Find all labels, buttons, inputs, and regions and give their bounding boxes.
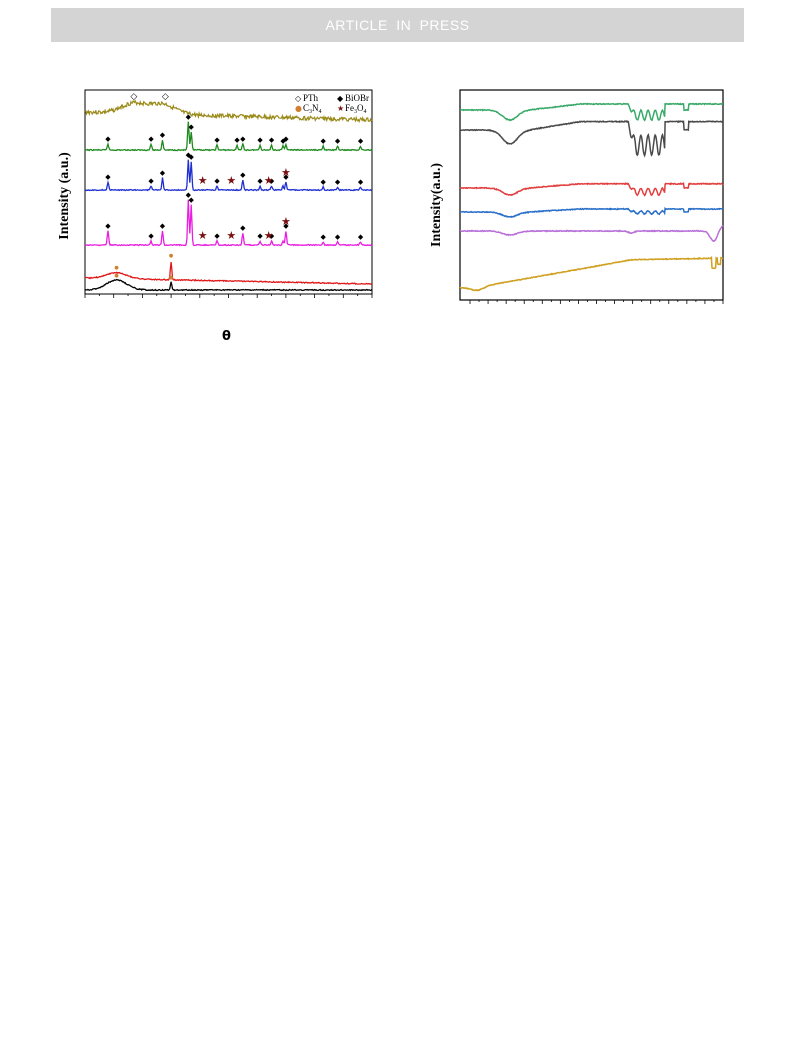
xrd-legend-marker: ● xyxy=(295,104,302,113)
xrd-peak-marker: ◆ xyxy=(240,135,246,143)
xrd-peak-marker: ◆ xyxy=(186,151,192,159)
xrd-peak-marker: ◆ xyxy=(186,113,192,121)
xrd-series-line-black xyxy=(84,278,373,292)
xrd-legend-marker: ◇ xyxy=(295,94,302,103)
ftir-plot-frame xyxy=(459,89,724,301)
xrd-peak-marker: ◆ xyxy=(148,177,154,185)
xrd-peak-marker: ◆ xyxy=(188,196,194,204)
xrd-peak-marker: ★ xyxy=(281,215,291,228)
xrd-legend-label: PTh xyxy=(303,93,319,103)
xrd-peak-marker: ◆ xyxy=(269,177,275,185)
xrd-series-line-green xyxy=(84,121,373,152)
xrd-peak-marker: ◆ xyxy=(105,222,111,230)
xrd-series-line-blue xyxy=(84,159,373,192)
ftir-series-line-ftir_gray xyxy=(459,120,724,158)
xrd-peak-marker: ◆ xyxy=(160,131,166,139)
xrd-peak-marker: ◆ xyxy=(358,178,364,186)
ftir-series-line-ftir_gold xyxy=(459,255,724,292)
xrd-peak-marker: ◆ xyxy=(321,137,327,145)
xrd-chart-svg: Intensity (a.u.) θ ◇ ◇ ◆ ◆ ◆ ◆ ◆ ◆ ◆ ◆ ◆ ◆ ◆ ◆ ◆ ◆ ◆ ◆ ◆ ◆ ◆ ◆ ◆… xyxy=(57,89,373,344)
ftir-series-line-ftir_purple xyxy=(459,225,724,243)
ftir-series-line-ftir_green xyxy=(460,102,723,122)
xrd-peak-marker: ◆ xyxy=(283,173,289,181)
xrd-peak-marker: ◆ xyxy=(160,169,166,177)
xrd-peak-marker: ◆ xyxy=(335,233,341,241)
ftir-series-line-ftir_blue xyxy=(460,206,724,219)
xrd-peak-marker: ◆ xyxy=(335,178,341,186)
xrd-peak-marker: ◆ xyxy=(188,123,194,131)
xrd-series-line-olive xyxy=(84,99,373,124)
xrd-peak-marker: ● xyxy=(114,265,119,271)
xrd-peak-marker: ◆ xyxy=(321,233,327,241)
xrd-peak-marker: ◆ xyxy=(257,136,263,144)
xrd-peak-marker: ★ xyxy=(198,174,208,187)
xrd-peak-marker: ◆ xyxy=(269,136,275,144)
xrd-peak-marker: ★ xyxy=(226,229,236,242)
xrd-series-line-red xyxy=(85,262,373,286)
ftir-series-line-ftir_red xyxy=(459,182,724,197)
xrd-peak-marker: ◆ xyxy=(160,222,166,230)
xrd-peak-marker: ● xyxy=(169,253,174,259)
xrd-peak-marker: ◇ xyxy=(130,92,137,102)
xrd-peak-marker: ◆ xyxy=(214,232,220,240)
xrd-peak-marker: ◆ xyxy=(148,232,154,240)
xrd-peak-marker: ★ xyxy=(281,166,291,179)
xrd-peak-marker: ★ xyxy=(264,174,274,187)
xrd-peak-marker: ◆ xyxy=(186,191,192,199)
xrd-legend-label: C3N4 xyxy=(303,103,322,115)
xrd-peak-marker: ◆ xyxy=(188,153,194,161)
xrd-peak-marker: ● xyxy=(169,275,174,281)
article-in-press-banner: ARTICLE IN PRESS xyxy=(51,8,744,42)
xrd-legend-marker: ★ xyxy=(337,104,344,113)
xrd-peak-marker: ◆ xyxy=(283,222,289,230)
xrd-peak-marker: ◆ xyxy=(358,137,364,145)
xrd-legend-label: BiOBr xyxy=(345,93,369,103)
xrd-peak-marker: ◆ xyxy=(335,137,341,145)
xrd-peak-marker: ◆ xyxy=(234,136,240,144)
xrd-peak-marker: ★ xyxy=(226,174,236,187)
xrd-peak-marker: ◆ xyxy=(105,173,111,181)
xrd-peak-marker: ◇ xyxy=(162,92,169,102)
xrd-legend-marker: ◆ xyxy=(337,94,344,103)
ftir-y-axis-label: Intensity(a.u.) xyxy=(429,163,444,247)
xrd-figure: Intensity (a.u.) θ ◇ ◇ ◆ ◆ ◆ ◆ ◆ ◆ ◆ ◆ ◆ ◆ ◆ ◆ ◆ ◆ ◆ ◆ ◆ ◆ ◆ ◆ ◆… xyxy=(50,80,380,350)
xrd-peak-marker: ★ xyxy=(198,229,208,242)
xrd-peak-marker: ◆ xyxy=(214,136,220,144)
xrd-peak-marker: ◆ xyxy=(148,135,154,143)
ftir-chart-svg: Intensity(a.u.) xyxy=(429,89,724,304)
xrd-legend-label: Fe3O4 xyxy=(345,103,367,115)
xrd-peak-marker: ◆ xyxy=(257,232,263,240)
xrd-peak-marker: ◆ xyxy=(240,171,246,179)
xrd-x-axis-label: θ xyxy=(222,329,231,344)
ftir-figure: Intensity(a.u.) xyxy=(420,80,730,320)
xrd-peak-marker: ◆ xyxy=(321,178,327,186)
xrd-peak-marker: ◆ xyxy=(358,233,364,241)
xrd-peak-marker: ◆ xyxy=(269,232,275,240)
xrd-peak-marker: ◆ xyxy=(257,177,263,185)
banner-text: ARTICLE IN PRESS xyxy=(325,17,470,33)
xrd-peak-marker: ◆ xyxy=(283,135,289,143)
xrd-peak-marker: ● xyxy=(114,273,119,279)
xrd-plot-frame xyxy=(84,89,373,295)
xrd-y-axis-label: Intensity (a.u.) xyxy=(57,152,72,240)
xrd-peak-marker: ◆ xyxy=(280,137,286,145)
xrd-peak-marker: ◆ xyxy=(214,177,220,185)
xrd-peak-marker: ◆ xyxy=(240,224,246,232)
xrd-peak-marker: ◆ xyxy=(105,135,111,143)
xrd-peak-marker: ★ xyxy=(264,229,274,242)
xrd-series-line-magenta xyxy=(84,199,373,247)
